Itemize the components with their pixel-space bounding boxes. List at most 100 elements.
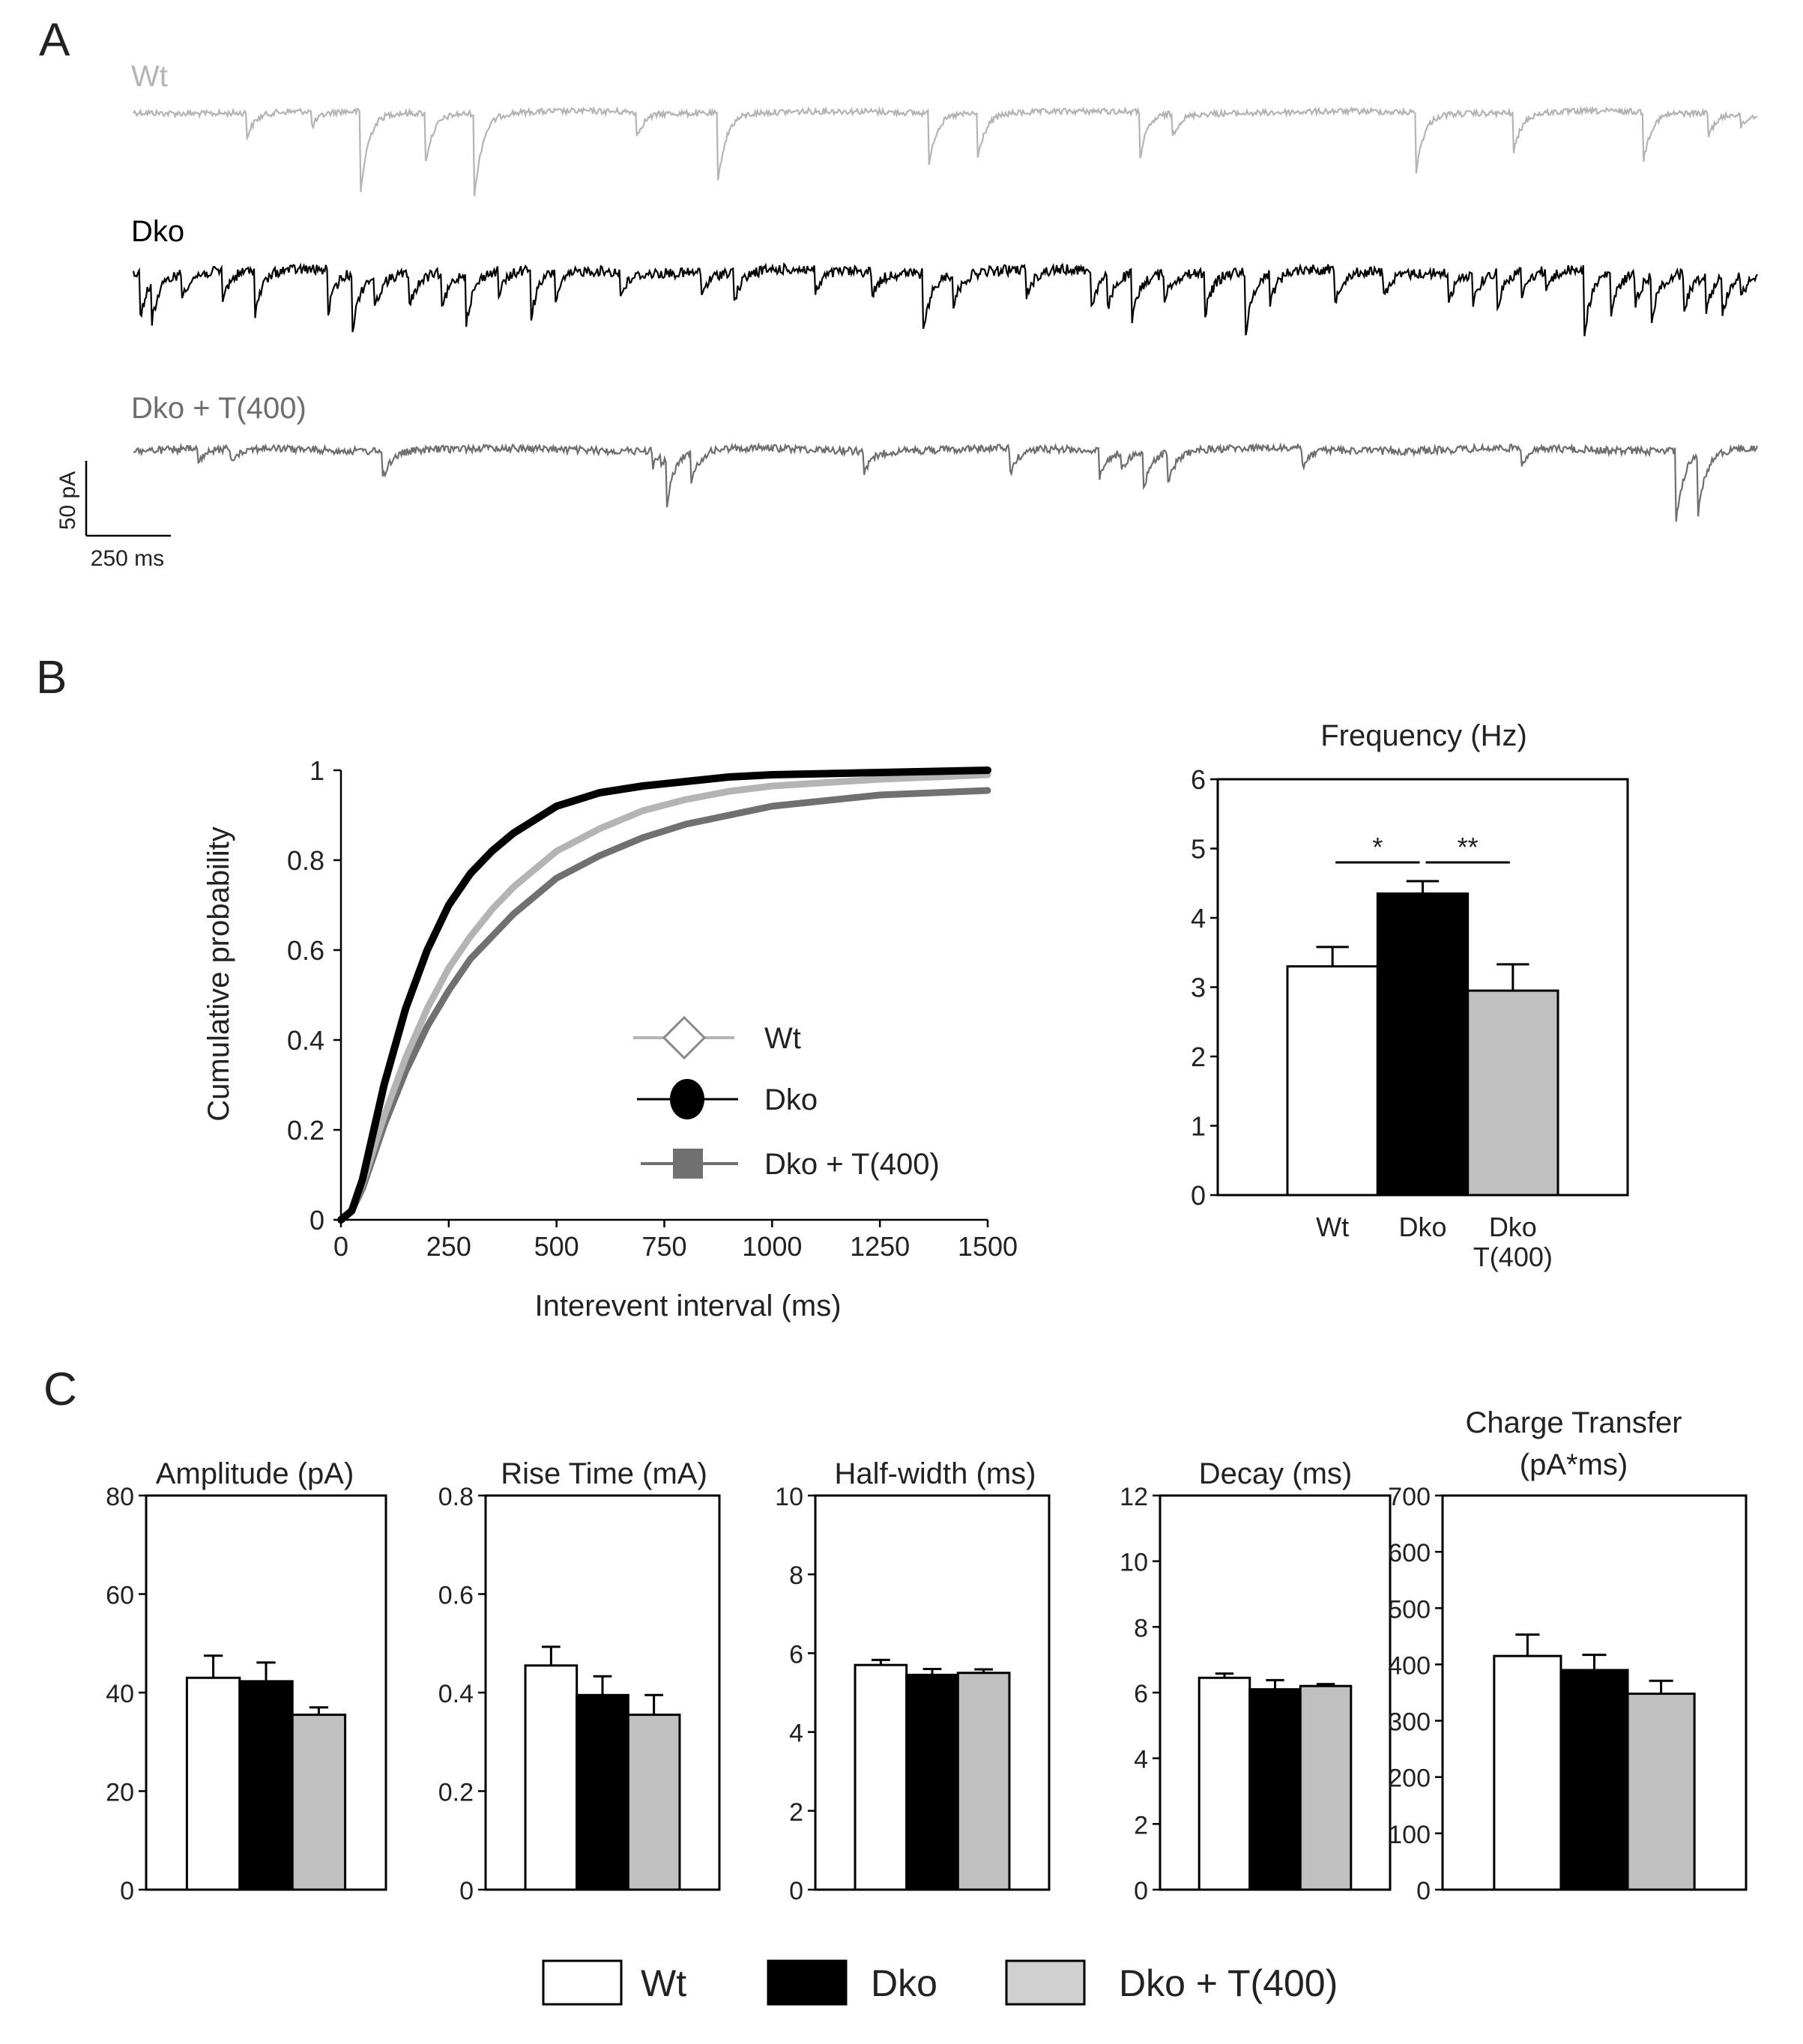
cdf-y-tick-label: 0.8 xyxy=(287,845,324,876)
summary-2-bar-1 xyxy=(905,1673,959,1891)
frequency-bar-2 xyxy=(1467,989,1559,1197)
summary-3-bar-0 xyxy=(1198,1676,1251,1891)
square-icon xyxy=(673,1149,703,1179)
panel-label-c: C xyxy=(43,1364,77,1415)
cdf-x-tick-label: 750 xyxy=(641,1231,686,1262)
panel-label-b: B xyxy=(36,652,67,704)
summary-2-y-tick-label: 0 xyxy=(789,1877,803,1905)
cdf-legend-label-dko: Dko xyxy=(764,1083,818,1116)
scale-bar: 50 pA 250 ms xyxy=(55,461,171,571)
frequency-bar-1 xyxy=(1376,892,1470,1197)
frequency-x-tick-label: Wt xyxy=(1316,1212,1349,1242)
trace-label-dko: Dko xyxy=(131,215,184,248)
cdf-y-tick-label: 1 xyxy=(309,755,324,786)
summary-3-bar-2 xyxy=(1299,1684,1353,1891)
summary-chart-title: Amplitude (pA) xyxy=(156,1457,354,1490)
scale-bar-x-label: 250 ms xyxy=(91,546,164,571)
summary-4-bar-0 xyxy=(1493,1654,1562,1891)
summary-2-bar-2 xyxy=(956,1672,1011,1891)
cdf-y-tick-label: 0 xyxy=(309,1205,324,1236)
frequency-x-tick-label: T(400) xyxy=(1473,1242,1553,1272)
group-legend: Wt Dko Dko + T(400) xyxy=(542,1959,1338,2006)
frequency-x-tick-label: Dko xyxy=(1398,1212,1446,1242)
cdf-line-dko xyxy=(337,766,991,1224)
summary-4-y-tick-label: 400 xyxy=(1388,1651,1431,1680)
significance-marker: * xyxy=(1372,832,1383,862)
cdf-x-tick-label: 1500 xyxy=(958,1231,1018,1262)
trace-2 xyxy=(133,441,1759,522)
trace-layer xyxy=(132,105,1759,522)
summary-1-y-tick-label: 0.4 xyxy=(438,1680,474,1708)
summary-chart-3: Decay (ms) 0 2 4 6 8 10 12 xyxy=(1120,1457,1392,1905)
summary-4-bar-2 xyxy=(1626,1693,1696,1891)
summary-4-y-tick-label: 600 xyxy=(1388,1539,1431,1567)
summary-1-y-tick-label: 0.8 xyxy=(438,1483,474,1511)
legend-swatch-dko xyxy=(767,1959,848,2006)
summary-3-y-tick-label: 6 xyxy=(1134,1680,1148,1708)
cdf-series-layer xyxy=(337,766,991,1224)
summary-4-y-tick-label: 200 xyxy=(1388,1765,1431,1793)
cdf-x-tick-label: 1250 xyxy=(850,1231,910,1262)
summary-chart-2: Half-width (ms) 0 2 4 6 8 10 xyxy=(775,1457,1051,1905)
cdf-legend-item-dko-t400: Dko + T(400) xyxy=(641,1148,940,1181)
trace-label-dko-t400: Dko + T(400) xyxy=(131,392,306,425)
summary-4-bar-1 xyxy=(1559,1669,1629,1891)
legend-swatch-wt xyxy=(542,1959,623,2006)
frequency-y-tick-label: 2 xyxy=(1191,1041,1206,1072)
legend-swatch-dko-t400 xyxy=(1005,1959,1086,2006)
frequency-y-tick-label: 3 xyxy=(1191,973,1206,1003)
legend-label-dko-t400: Dko + T(400) xyxy=(1119,1962,1338,2004)
frequency-y-tick-label: 0 xyxy=(1191,1180,1206,1211)
legend-item-dko: Dko xyxy=(767,1959,937,2006)
summary-chart-title: Charge Transfer xyxy=(1465,1406,1682,1439)
cdf-legend: Wt Dko Dko + T(400) xyxy=(633,1015,940,1181)
summary-0-y-tick-label: 0 xyxy=(120,1877,134,1905)
cdf-y-axis-label: Cumulative probability xyxy=(202,826,235,1122)
cdf-y-tick-label: 0.4 xyxy=(287,1025,324,1056)
cdf-x-tick-label: 0 xyxy=(333,1231,348,1262)
cdf-x-tick-label: 500 xyxy=(534,1231,579,1262)
summary-2-y-tick-label: 8 xyxy=(789,1561,803,1590)
summary-chart-4: Charge Transfer (pA*ms) 0 100 200 300 400 500 60… xyxy=(1388,1406,1748,1905)
cdf-y-tick-label: 0.2 xyxy=(287,1115,324,1146)
summary-0-y-tick-label: 80 xyxy=(106,1483,134,1511)
legend-label-wt: Wt xyxy=(641,1962,686,2004)
frequency-y-tick-label: 4 xyxy=(1191,903,1206,934)
summary-1-y-tick-label: 0 xyxy=(459,1877,474,1905)
summary-2-y-tick-label: 2 xyxy=(789,1798,803,1827)
legend-label-dko: Dko xyxy=(871,1962,937,2004)
summary-3-bar-1 xyxy=(1248,1688,1302,1891)
summary-0-y-tick-label: 40 xyxy=(106,1680,134,1708)
diamond-icon xyxy=(662,1015,707,1060)
cdf-legend-label-dko-t400: Dko + T(400) xyxy=(764,1148,940,1181)
summary-4-y-tick-label: 100 xyxy=(1388,1821,1431,1849)
summary-chart-1: Rise Time (mA) 0 0.2 0.4 0.6 0.8 xyxy=(438,1457,721,1905)
summary-1-y-tick-label: 0.2 xyxy=(438,1779,474,1807)
summary-0-bar-1 xyxy=(238,1680,294,1891)
trace-label-wt: Wt xyxy=(131,60,168,93)
summary-2-y-tick-label: 10 xyxy=(775,1483,803,1511)
summary-1-y-tick-label: 0.6 xyxy=(438,1582,474,1610)
trace-1 xyxy=(132,261,1758,336)
cdf-legend-label-wt: Wt xyxy=(764,1022,801,1055)
summary-3-y-tick-label: 8 xyxy=(1134,1614,1148,1642)
cdf-line-wt xyxy=(337,771,991,1224)
summary-2-y-tick-label: 4 xyxy=(789,1720,803,1748)
summary-chart-title: Rise Time (mA) xyxy=(501,1457,707,1490)
summary-0-bar-0 xyxy=(185,1676,241,1891)
trace-0 xyxy=(133,105,1758,197)
frequency-y-tick-label: 6 xyxy=(1191,764,1206,795)
frequency-bar-0 xyxy=(1286,965,1379,1197)
legend-item-wt: Wt xyxy=(542,1959,686,2006)
summary-chart-title: Decay (ms) xyxy=(1199,1457,1352,1490)
summary-4-y-tick-label: 700 xyxy=(1388,1483,1431,1511)
circle-icon xyxy=(670,1079,704,1119)
panel-a-traces: Wt Dko Dko + T(400) 50 pA 250 ms xyxy=(55,60,1759,571)
cdf-x-tick-label: 250 xyxy=(426,1231,471,1262)
summary-4-y-tick-label: 300 xyxy=(1388,1708,1431,1737)
summary-3-y-tick-label: 12 xyxy=(1120,1483,1148,1511)
summary-1-bar-0 xyxy=(524,1664,579,1891)
